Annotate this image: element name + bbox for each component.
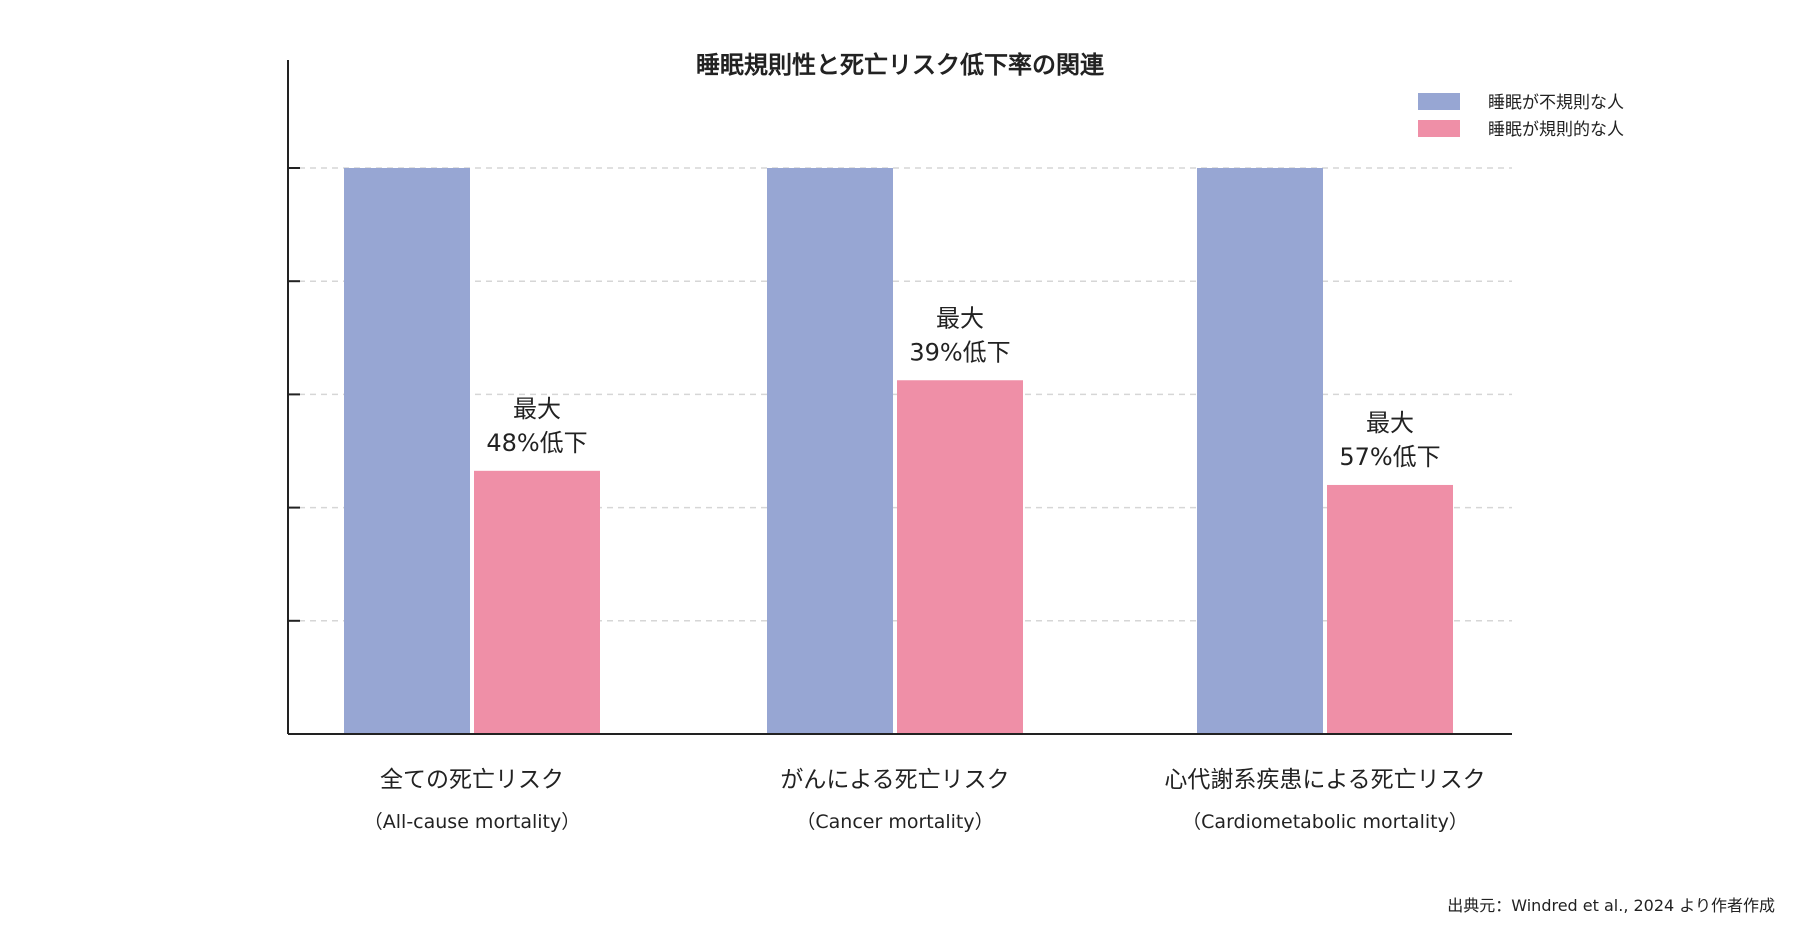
bar-regular-sleep [897,380,1023,734]
annotation-reduction: 48%低下 [486,429,587,457]
annotation-max: 最大 [936,304,984,332]
x-tick-sublabel: （Cardiometabolic mortality） [1182,811,1468,833]
legend-swatch [1418,93,1460,110]
legend-swatch [1418,120,1460,137]
bar-irregular-sleep [767,168,893,734]
legend-label: 睡眠が不規則な人 [1488,93,1624,113]
bar-irregular-sleep [344,168,470,734]
annotation-reduction: 39%低下 [909,338,1010,366]
annotation-max: 最大 [1366,409,1414,437]
x-tick-label: がんによる死亡リスク [780,767,1009,793]
bar-regular-sleep [1327,484,1453,734]
source-note: 出典元：Windred et al., 2024 より作者作成 [1447,896,1775,915]
chart-title: 睡眠規則性と死亡リスク低下率の関連 [696,51,1105,79]
bars [344,168,1453,734]
annotation-max: 最大 [513,395,561,423]
x-tick-sublabel: （Cancer mortality） [796,811,993,833]
axes [287,60,1512,735]
bar-regular-sleep [474,470,600,734]
x-tick-label: 全ての死亡リスク [380,767,564,793]
category-labels: 全ての死亡リスク （All-cause mortality） がんによる死亡リスク （… [364,767,1486,833]
annotation-reduction: 57%低下 [1339,443,1440,471]
bar-irregular-sleep [1197,168,1323,734]
x-tick-label: 心代謝系疾患による死亡リスク [1164,767,1485,793]
x-tick-sublabel: （All-cause mortality） [364,811,580,833]
legend-label: 睡眠が規則的な人 [1488,120,1624,140]
